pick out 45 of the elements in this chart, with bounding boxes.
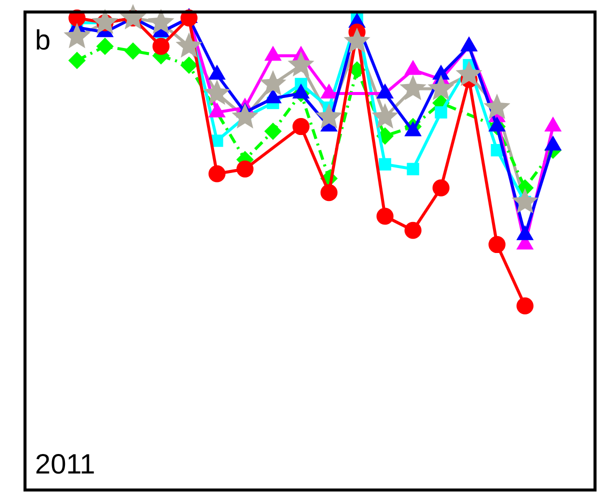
point bbox=[264, 122, 282, 140]
point bbox=[64, 22, 90, 48]
point bbox=[316, 103, 342, 128]
point bbox=[404, 60, 422, 75]
point bbox=[92, 8, 118, 34]
point bbox=[292, 118, 310, 136]
point bbox=[208, 165, 226, 182]
point bbox=[404, 222, 422, 239]
point bbox=[152, 38, 170, 55]
point bbox=[260, 70, 286, 96]
point bbox=[432, 65, 450, 80]
point bbox=[456, 60, 482, 86]
point bbox=[68, 52, 86, 69]
point bbox=[434, 106, 448, 119]
point bbox=[180, 56, 198, 74]
point bbox=[176, 32, 202, 58]
point bbox=[376, 208, 394, 225]
point bbox=[544, 117, 562, 132]
point bbox=[484, 94, 510, 120]
point bbox=[232, 103, 258, 128]
point bbox=[400, 74, 426, 100]
point bbox=[512, 188, 538, 214]
point bbox=[204, 80, 230, 105]
point bbox=[96, 38, 114, 55]
point bbox=[516, 297, 534, 314]
point bbox=[320, 84, 338, 99]
point bbox=[292, 84, 310, 99]
point bbox=[148, 8, 174, 34]
point bbox=[236, 160, 254, 178]
point bbox=[264, 46, 282, 61]
point bbox=[320, 184, 338, 202]
point bbox=[488, 236, 506, 254]
text: b bbox=[35, 24, 51, 56]
point bbox=[406, 162, 420, 176]
point bbox=[264, 88, 282, 104]
point bbox=[488, 117, 506, 132]
point bbox=[344, 28, 370, 53]
point bbox=[124, 42, 142, 60]
point bbox=[378, 158, 392, 170]
point bbox=[372, 103, 398, 128]
point bbox=[288, 51, 314, 77]
point bbox=[432, 179, 450, 196]
point bbox=[208, 65, 226, 80]
point bbox=[428, 74, 454, 100]
annotation: 2011 bbox=[35, 448, 96, 480]
